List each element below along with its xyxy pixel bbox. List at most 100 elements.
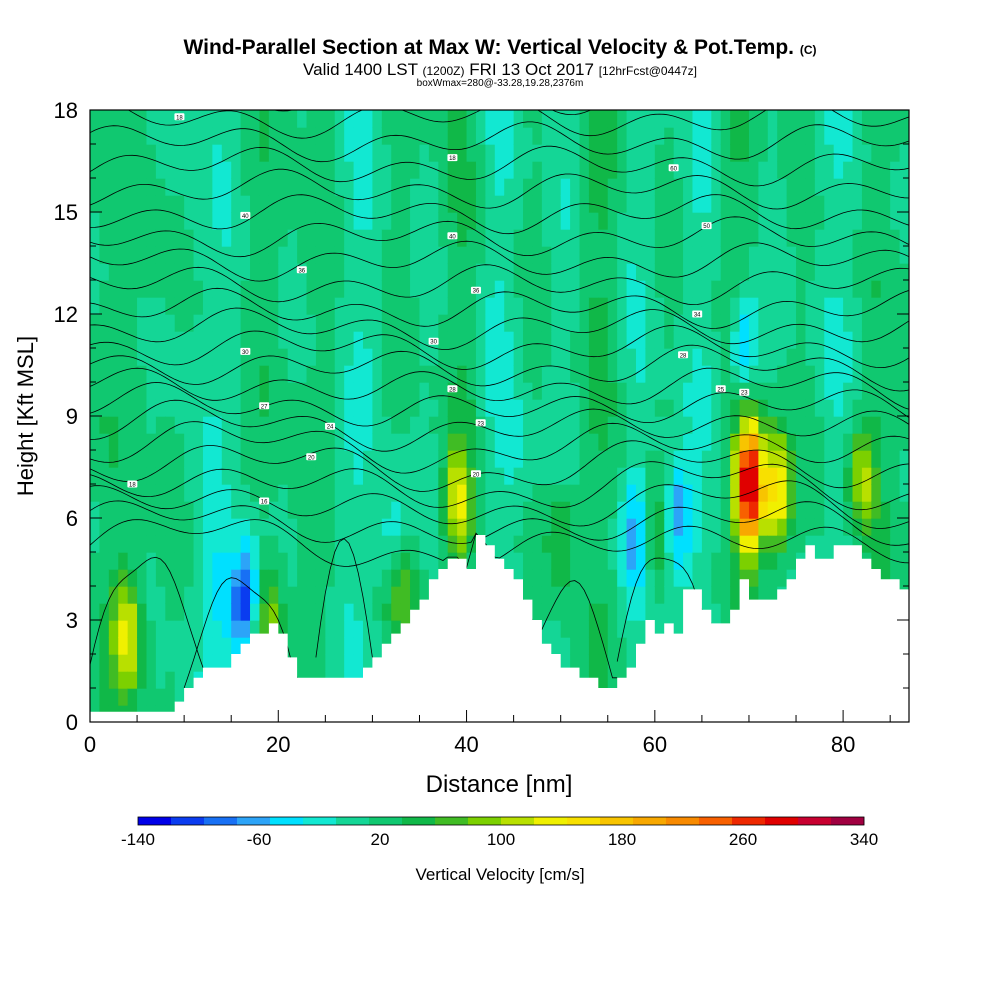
field-cell (146, 212, 157, 230)
field-cell (457, 450, 468, 468)
field-cell (306, 603, 317, 621)
field-cell (118, 178, 129, 196)
field-cell (485, 161, 496, 179)
field-cell (353, 161, 364, 179)
field-cell (127, 467, 138, 485)
field-cell (372, 484, 383, 502)
field-cell (438, 144, 449, 162)
field-cell (231, 246, 242, 264)
field-cell (278, 450, 289, 468)
field-cell (419, 161, 430, 179)
field-cell (796, 314, 807, 332)
field-cell (174, 229, 185, 247)
field-cell (523, 110, 534, 128)
field-cell (363, 212, 374, 230)
isentrope-line (90, 168, 909, 210)
field-cell (400, 399, 411, 417)
field-cell (636, 144, 647, 162)
field-cell (711, 280, 722, 298)
field-cell (814, 229, 825, 247)
field-cell (174, 348, 185, 366)
field-cell (701, 552, 713, 570)
field-cell (739, 433, 750, 451)
field-cell (466, 348, 477, 366)
field-cell (306, 348, 317, 366)
field-cell (805, 161, 816, 179)
field-cell (871, 365, 882, 383)
field-cell (645, 110, 656, 128)
field-cell (532, 280, 543, 298)
contour-label-box (447, 232, 458, 240)
field-cell (730, 535, 741, 553)
field-cell (880, 229, 891, 247)
field-cell (137, 518, 148, 536)
field-cell (758, 518, 769, 536)
field-cell (174, 365, 185, 383)
field-cell (720, 535, 731, 553)
field-cell (325, 637, 336, 655)
field-cell (259, 263, 270, 281)
field-cell (391, 535, 402, 553)
field-cell (551, 433, 562, 451)
field-cell (833, 518, 844, 536)
field-cell (890, 518, 901, 536)
field-cell (428, 450, 440, 468)
field-cell (485, 110, 496, 128)
field-cell (363, 127, 374, 145)
field-cell (287, 484, 298, 502)
field-cell (240, 484, 251, 502)
field-cell (438, 195, 449, 213)
field-cell (636, 603, 647, 621)
field-cell (645, 501, 656, 519)
field-cell (758, 399, 769, 417)
field-cell (202, 382, 214, 400)
field-cell (457, 331, 468, 349)
field-cell (334, 552, 345, 570)
field-cell (466, 331, 477, 349)
field-cell (796, 144, 807, 162)
field-cell (654, 416, 665, 434)
field-cell (278, 229, 289, 247)
field-cell (344, 433, 355, 451)
field-cell (221, 195, 232, 213)
field-cell (363, 110, 374, 128)
field-cell (278, 263, 289, 281)
field-cell (184, 365, 195, 383)
field-cell (899, 263, 909, 281)
field-cell (654, 127, 665, 145)
field-cell (626, 518, 637, 536)
field-cell (231, 229, 242, 247)
field-cell (410, 212, 421, 230)
field-cell (419, 416, 430, 434)
field-cell (805, 127, 816, 145)
field-cell (165, 637, 176, 655)
field-cell (99, 518, 110, 536)
field-cell (118, 399, 129, 417)
field-cell (400, 161, 411, 179)
field-cell (532, 144, 543, 162)
field-cell (570, 518, 581, 536)
field-cell (475, 399, 487, 417)
field-cell (410, 263, 421, 281)
field-cell (137, 229, 148, 247)
field-cell (315, 586, 327, 604)
field-cell (250, 416, 261, 434)
contour-label: 30 (428, 337, 439, 346)
field-cell (306, 637, 317, 655)
field-cell (683, 144, 694, 162)
field-cell (786, 365, 797, 383)
field-cell (353, 314, 364, 332)
field-cell (541, 246, 552, 264)
field-cell (683, 246, 694, 264)
field-cell (400, 535, 411, 553)
field-cell (306, 382, 317, 400)
field-cell (127, 178, 138, 196)
field-cell (739, 246, 750, 264)
field-cell (843, 212, 854, 230)
field-cell (607, 569, 618, 587)
field-cell (127, 671, 138, 689)
field-cell (250, 195, 261, 213)
field-cell (146, 552, 157, 570)
field-cell (127, 416, 138, 434)
field-cell (457, 280, 468, 298)
